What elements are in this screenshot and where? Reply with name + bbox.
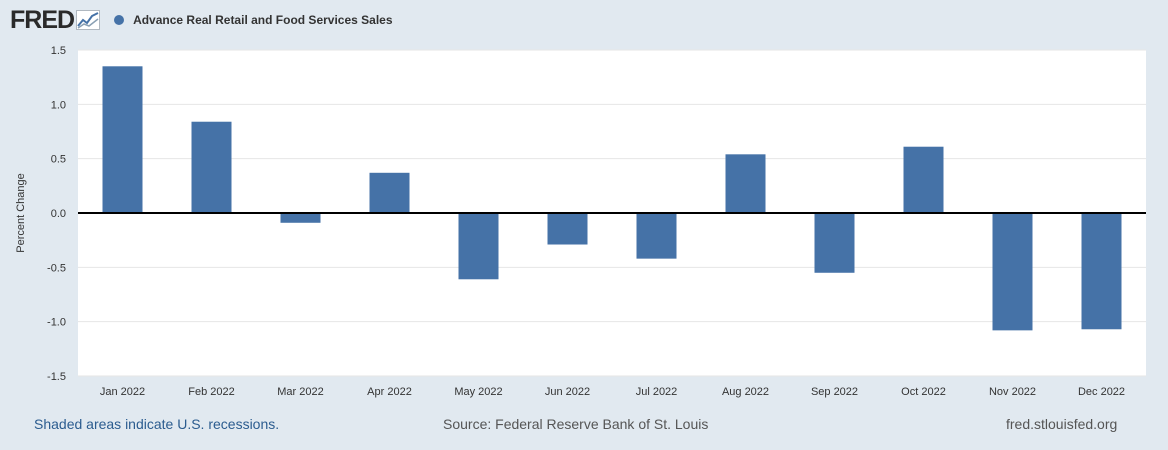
bar[interactable] — [369, 172, 410, 213]
y-tick-label: -0.5 — [47, 262, 66, 274]
legend-label: Advance Real Retail and Food Services Sa… — [133, 13, 393, 27]
bar[interactable] — [191, 121, 232, 213]
site-link[interactable]: fred.stlouisfed.org — [1006, 416, 1118, 432]
bar[interactable] — [458, 213, 499, 280]
chart-header: FRED Advance Real Retail and Food Servic… — [10, 6, 393, 34]
recession-note[interactable]: Shaded areas indicate U.S. recessions. — [34, 416, 280, 432]
bar-chart: 1.5 1.0 0.5 0.0 -0.5 -1.0 -1.5 Jan 2022 Feb 202… — [15, 45, 1146, 398]
x-tick-labels: Jan 2022 Feb 2022 Mar 2022 Apr 2022 May 2022… — [100, 386, 1125, 398]
x-tick-label: Mar 2022 — [277, 386, 323, 398]
legend[interactable]: Advance Real Retail and Food Services Sa… — [114, 13, 393, 27]
x-tick-label: Jun 2022 — [545, 386, 590, 398]
bar[interactable] — [903, 146, 944, 213]
x-tick-label: Apr 2022 — [367, 386, 412, 398]
y-tick-label: -1.0 — [47, 317, 66, 329]
bar[interactable] — [547, 213, 588, 245]
x-tick-label: Nov 2022 — [989, 386, 1036, 398]
x-tick-label: Oct 2022 — [901, 386, 946, 398]
source-note: Source: Federal Reserve Bank of St. Loui… — [443, 416, 709, 432]
bar[interactable] — [992, 213, 1033, 331]
x-tick-label: Dec 2022 — [1078, 386, 1125, 398]
bar[interactable] — [725, 154, 766, 213]
line-chart-icon — [76, 10, 101, 30]
x-tick-label: Feb 2022 — [188, 386, 234, 398]
y-tick-label: 0.0 — [51, 208, 66, 220]
x-tick-label: Aug 2022 — [722, 386, 769, 398]
x-tick-label: Jul 2022 — [636, 386, 678, 398]
y-axis-label: Percent Change — [15, 173, 27, 253]
legend-marker — [114, 15, 125, 25]
y-tick-label: 0.5 — [51, 154, 66, 166]
bar[interactable] — [636, 213, 677, 259]
fred-logo[interactable]: FRED — [10, 6, 75, 34]
x-tick-label: Jan 2022 — [100, 386, 145, 398]
bar[interactable] — [102, 66, 143, 213]
bar[interactable] — [1081, 213, 1122, 330]
bar[interactable] — [280, 213, 321, 223]
bars — [102, 66, 1122, 331]
x-tick-label: Sep 2022 — [811, 386, 858, 398]
y-tick-label: 1.5 — [51, 45, 66, 57]
bar[interactable] — [814, 213, 855, 273]
y-tick-label: 1.0 — [51, 99, 66, 111]
x-tick-label: May 2022 — [454, 386, 502, 398]
y-tick-label: -1.5 — [47, 371, 66, 383]
y-tick-labels: 1.5 1.0 0.5 0.0 -0.5 -1.0 -1.5 — [47, 45, 66, 383]
